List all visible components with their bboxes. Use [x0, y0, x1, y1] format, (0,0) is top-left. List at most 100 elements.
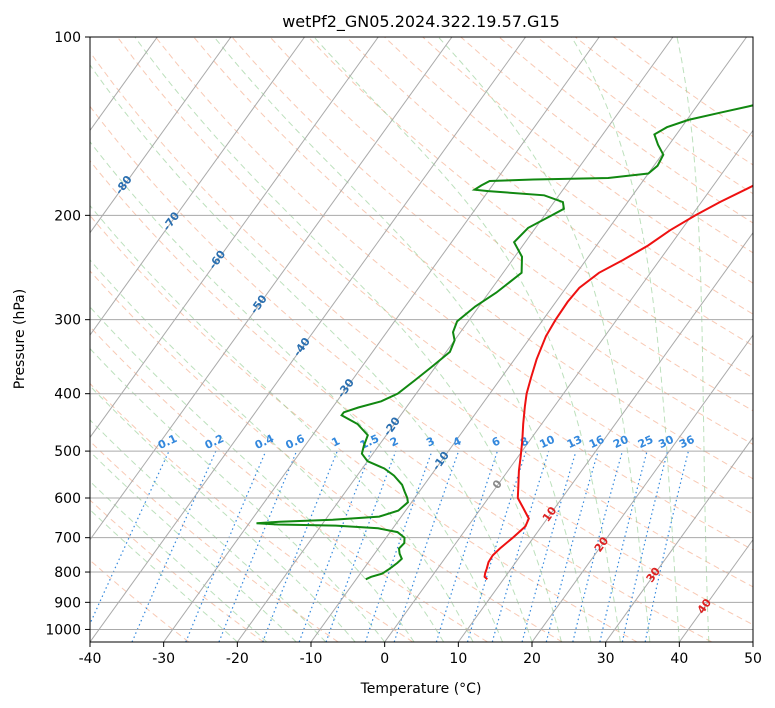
plot-frame — [89, 36, 754, 643]
isotherm-line — [163, 37, 600, 642]
moist-adiabat — [90, 385, 356, 642]
moist-adiabat — [313, 37, 621, 642]
moist-adiabat — [90, 140, 503, 642]
mixing-ratio-label: 1.5 — [358, 432, 381, 452]
mixing-ratio-line — [325, 450, 397, 642]
isotherm-label: -10 — [430, 449, 452, 473]
moist-adiabat — [90, 64, 533, 642]
isotherm-line — [752, 641, 753, 642]
dry-adiabat — [231, 37, 753, 445]
mixing-ratio-line — [435, 450, 498, 642]
dry-adiabat — [90, 51, 753, 588]
mixing-ratio-line — [644, 450, 689, 642]
mixing-ratio-line — [393, 450, 460, 642]
x-tick-label: -10 — [300, 651, 323, 667]
y-tick-label: 800 — [54, 565, 81, 581]
y-tick-label: 400 — [54, 387, 81, 403]
isotherm-label: -50 — [248, 292, 270, 316]
x-tick-label: 10 — [449, 651, 467, 667]
mixing-ratio-label: 3 — [424, 434, 436, 449]
y-tick-label: 100 — [54, 30, 81, 46]
mixing-ratio-label: 10 — [538, 433, 558, 451]
y-tick-label: 600 — [54, 491, 81, 507]
dewpoint-line — [256, 104, 753, 581]
moist-adiabat — [90, 480, 268, 642]
dry-adiabat — [269, 37, 753, 412]
mixing-ratio-label: 20 — [611, 433, 631, 451]
isotherm-label: -80 — [113, 173, 135, 197]
isotherm-line — [384, 129, 753, 642]
y-tick-label: 200 — [54, 208, 81, 224]
isotherm-label: -60 — [206, 248, 228, 272]
y-tick-label: 900 — [54, 595, 81, 611]
isotherm-label: -100 — [21, 89, 48, 119]
mixing-ratio-label: 30 — [656, 433, 676, 451]
mixing-ratio-label: 0.6 — [284, 432, 307, 452]
isotherm-label: -30 — [335, 376, 357, 400]
dry-adiabat — [90, 160, 712, 642]
y-tick-label: 700 — [54, 531, 81, 547]
x-tick-label: 20 — [523, 651, 541, 667]
y-tick-label: 1000 — [45, 622, 81, 638]
mixing-ratio-label: 16 — [587, 433, 607, 451]
mixing-ratio-line — [466, 450, 527, 642]
isotherm-line — [90, 37, 379, 439]
isotherm-line — [605, 436, 753, 642]
moist-adiabat — [213, 37, 592, 642]
moist-adiabat — [90, 306, 415, 642]
moist-adiabat — [90, 347, 386, 642]
isotherm-line — [531, 334, 753, 642]
x-tick-label: 50 — [744, 651, 762, 667]
isotherm-label: -20 — [381, 414, 403, 438]
isotherm-line — [310, 37, 748, 642]
isotherm-line — [90, 37, 527, 642]
x-tick-label: 30 — [597, 651, 615, 667]
isotherm-line — [678, 538, 753, 642]
isotherm-line — [90, 37, 232, 234]
dry-adiabat — [422, 37, 753, 284]
dry-adiabat — [155, 37, 753, 515]
mixing-ratio-line — [521, 450, 577, 642]
moist-adiabat — [437, 37, 651, 642]
moist-adiabat — [571, 37, 680, 642]
isotherm-label: -70 — [160, 209, 182, 233]
mixing-ratio-label: 13 — [565, 433, 584, 451]
dry-adiabat — [307, 37, 753, 379]
moist-adiabat — [90, 419, 327, 642]
moist-adiabat — [90, 450, 297, 642]
dry-adiabat — [90, 326, 488, 642]
x-tick-label: -40 — [79, 651, 102, 667]
mixing-ratio-label: 1 — [330, 434, 342, 449]
isotherm-label: 10 — [540, 504, 560, 524]
isotherm-label: 0 — [490, 477, 505, 491]
y-axis-label: Pressure (hPa) — [12, 289, 28, 389]
dry-adiabat — [90, 499, 264, 642]
moist-adiabat — [90, 204, 474, 642]
isotherm-label: 40 — [695, 596, 715, 616]
mixing-ratio-labels: 0.1 0.2 0.4 0.6 1 1.5 2 3 4 6 8 10 13 16 20 25 30 36 — [156, 432, 697, 452]
dry-adiabat — [536, 37, 753, 195]
dry-adiabat — [193, 37, 753, 480]
x-tick-label: 40 — [670, 651, 688, 667]
moist-adiabat — [134, 37, 562, 642]
moist-adiabat — [676, 37, 710, 642]
y-tick-label: 500 — [54, 444, 81, 460]
mixing-ratio-label: 25 — [636, 433, 655, 451]
x-tick-label: -20 — [226, 651, 249, 667]
isotherm-label: -40 — [291, 335, 313, 359]
dry-adiabat — [345, 37, 753, 347]
chart-title: wetPf2_GN05.2024.322.19.57.G15 — [282, 12, 560, 32]
temperature-line — [483, 184, 753, 581]
dry-adiabat — [498, 37, 753, 224]
mixing-ratio-label: 4 — [451, 434, 464, 449]
mixing-ratio-line — [90, 450, 170, 626]
mixing-ratio-line — [621, 450, 669, 642]
mixing-ratio-label: 0.2 — [203, 432, 226, 452]
dry-adiabat — [90, 270, 563, 642]
mixing-ratio-label: 0.4 — [253, 432, 276, 452]
isotherm-line — [0, 37, 10, 642]
mixing-ratio-label: 36 — [677, 433, 697, 451]
isotherm-line — [90, 37, 306, 336]
x-axis-label: Temperature (°C) — [360, 681, 482, 697]
